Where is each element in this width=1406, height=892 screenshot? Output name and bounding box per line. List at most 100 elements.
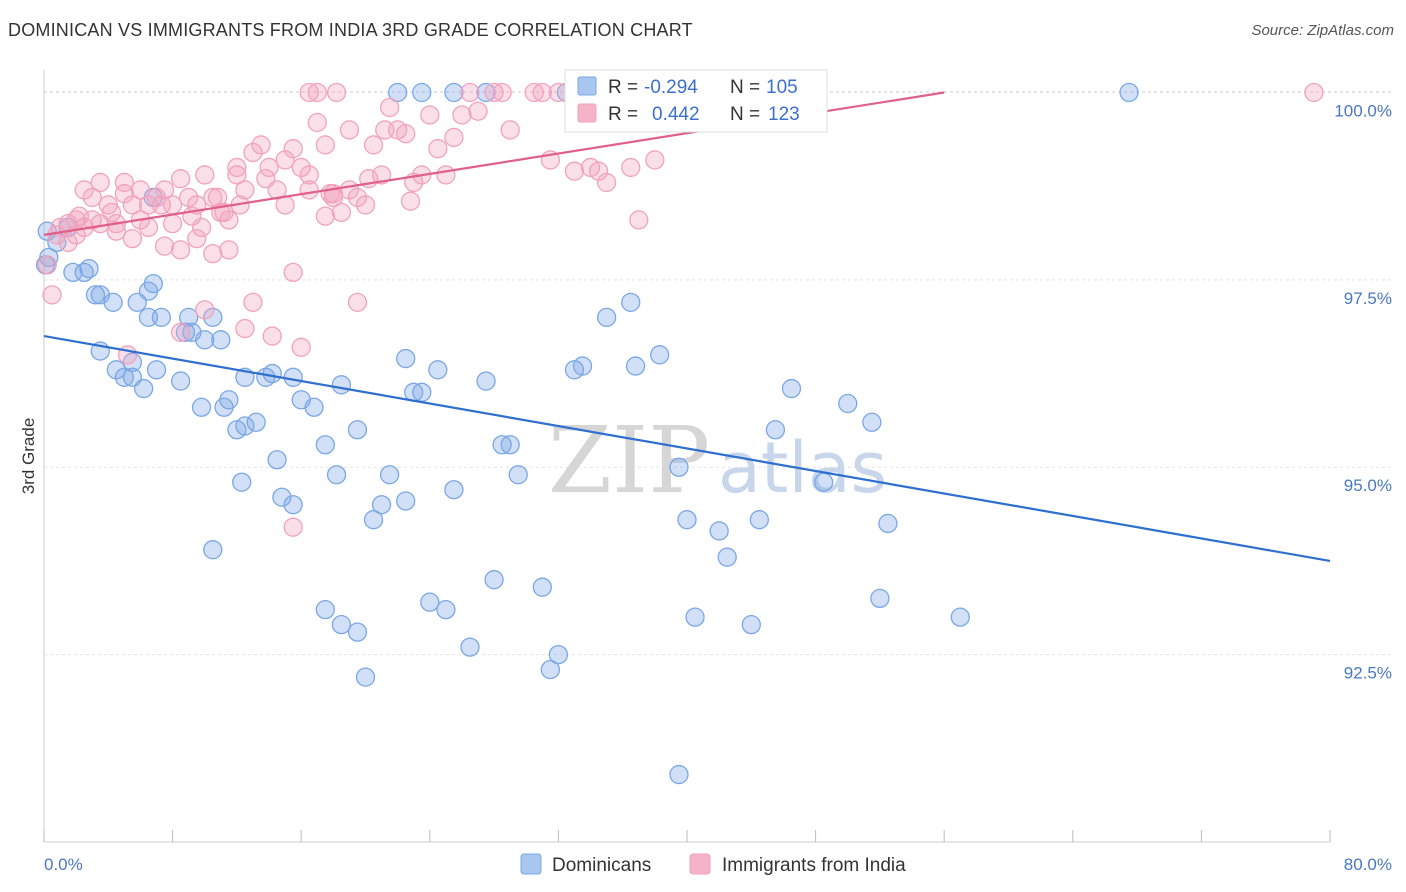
point-dominicans-47 <box>428 360 448 380</box>
point-dominicans-40 <box>347 420 368 440</box>
point-dominicans-59 <box>625 356 646 376</box>
point-dominicans-34 <box>283 367 303 387</box>
point-india-37 <box>331 202 352 223</box>
point-dominicans-25 <box>170 371 191 391</box>
point-dominicans-58 <box>621 292 641 312</box>
point-dominicans-24 <box>146 360 167 380</box>
point-india-96 <box>275 150 295 170</box>
legend-n-value-1: 123 <box>768 104 800 125</box>
point-dominicans-33 <box>262 363 282 384</box>
point-dominicans-31 <box>246 412 266 432</box>
point-india-103 <box>460 82 480 103</box>
series-dominicans-points <box>35 82 1139 785</box>
y-tick-label-3: 92.5% <box>1344 664 1392 683</box>
point-india-27 <box>251 135 271 155</box>
point-india-64 <box>106 221 126 241</box>
point-india-34 <box>307 112 327 133</box>
point-dominicans-26 <box>191 397 212 417</box>
point-india-84 <box>58 214 78 234</box>
point-india-80 <box>347 292 368 312</box>
point-dominicans-16 <box>195 330 215 350</box>
point-india-18 <box>179 187 199 208</box>
point-dominicans-65 <box>717 547 737 567</box>
stats-legend: R = -0.294 N = 105 R = 0.442 N = 123 <box>564 69 828 133</box>
point-india-25 <box>235 180 255 200</box>
point-dominicans-75 <box>950 607 970 627</box>
point-india-39 <box>347 187 368 208</box>
point-india-119 <box>621 157 641 178</box>
point-dominicans-82 <box>315 600 335 620</box>
point-india-11 <box>122 195 143 215</box>
point-india-59 <box>629 210 649 230</box>
point-india-66 <box>138 217 159 238</box>
point-dominicans-96 <box>122 367 143 387</box>
point-dominicans-88 <box>436 600 456 620</box>
point-dominicans-92 <box>669 764 689 785</box>
x-axis-ticks <box>43 830 1331 842</box>
point-india-43 <box>379 97 400 118</box>
point-india-70 <box>203 243 223 264</box>
point-india-91 <box>162 195 183 215</box>
point-dominicans-6 <box>79 258 99 279</box>
legend-swatch-dominicans <box>577 76 597 96</box>
point-dominicans-83 <box>331 614 352 635</box>
point-india-87 <box>101 202 122 223</box>
point-dominicans-54 <box>548 644 569 665</box>
point-dominicans-69 <box>781 378 802 399</box>
point-dominicans-67 <box>741 614 761 635</box>
bottom-legend-label-dominicans: Dominicans <box>552 855 651 876</box>
point-dominicans-20 <box>106 360 126 380</box>
y-tick-labels: 100.0% 97.5% 95.0% 92.5% <box>1334 101 1392 682</box>
point-dominicans-91 <box>540 659 561 680</box>
point-india-120 <box>588 161 609 181</box>
point-india-21 <box>203 187 223 208</box>
point-india-31 <box>283 139 303 159</box>
point-india-123 <box>191 217 212 238</box>
point-dominicans-52 <box>508 465 528 485</box>
point-india-49 <box>444 127 464 148</box>
point-dominicans-63 <box>685 607 705 627</box>
x-tick-label-min: 0.0% <box>44 855 83 874</box>
point-india-116 <box>227 165 247 185</box>
point-india-48 <box>436 165 456 185</box>
point-india-111 <box>299 82 319 103</box>
y-tick-label-2: 95.0% <box>1344 476 1392 495</box>
point-dominicans-66 <box>749 510 769 530</box>
point-india-10 <box>114 184 135 204</box>
point-dominicans-68 <box>765 420 786 440</box>
legend-r-value-1: 0.442 <box>652 104 700 125</box>
point-india-82 <box>428 139 448 159</box>
point-india-114 <box>1304 82 1324 103</box>
point-india-89 <box>130 180 151 200</box>
point-dominicans-12 <box>127 292 147 312</box>
point-india-15 <box>154 180 175 200</box>
point-india-38 <box>339 120 360 140</box>
point-dominicans-81 <box>283 495 303 515</box>
point-india-32 <box>291 157 311 178</box>
point-dominicans-21 <box>114 367 135 387</box>
point-dominicans-90 <box>484 570 504 590</box>
point-india-72 <box>243 292 263 312</box>
chart-title: DOMINICAN VS IMMIGRANTS FROM INDIA 3RD G… <box>8 20 693 40</box>
point-dominicans-17 <box>203 307 223 327</box>
point-dominicans-49 <box>476 371 496 391</box>
legend-n-label-0: N = <box>730 77 760 98</box>
point-india-55 <box>564 161 585 181</box>
point-india-78 <box>235 318 255 339</box>
point-dominicans-74 <box>878 513 898 534</box>
watermark: ZIP atlas <box>548 407 887 514</box>
point-india-68 <box>170 240 191 260</box>
legend-n-value-0: 105 <box>766 77 798 98</box>
point-dominicans-61 <box>669 457 689 477</box>
legend-r-label-1: R = <box>608 104 638 125</box>
point-india-88 <box>114 172 135 193</box>
point-dominicans-41 <box>363 510 384 530</box>
source-label: Source: ZipAtlas.com <box>1251 22 1394 39</box>
point-india-0 <box>37 255 57 275</box>
point-dominicans-56 <box>572 356 593 376</box>
point-dominicans-36 <box>291 390 311 410</box>
point-dominicans-57 <box>596 307 617 327</box>
point-dominicans-93 <box>203 540 223 560</box>
point-india-73 <box>283 262 303 283</box>
point-dominicans-84 <box>347 622 368 642</box>
